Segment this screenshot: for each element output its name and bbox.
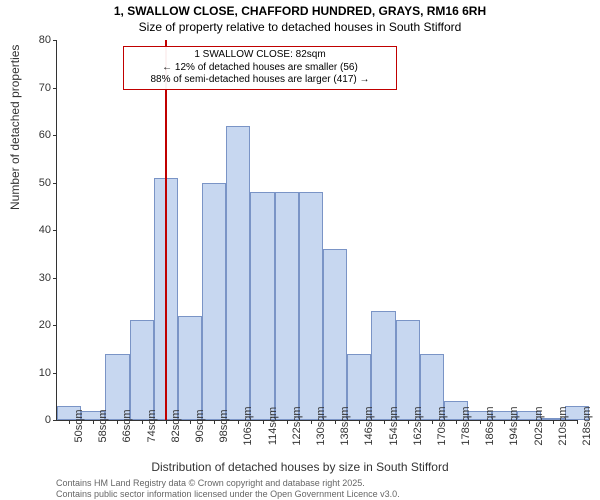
y-tick-mark	[53, 373, 57, 374]
x-tick-mark	[432, 420, 433, 424]
x-tick-label: 178sqm	[456, 406, 472, 445]
x-tick-mark	[238, 420, 239, 424]
x-tick-mark	[69, 420, 70, 424]
x-tick-mark	[142, 420, 143, 424]
y-tick-mark	[53, 420, 57, 421]
histogram-chart: 1, SWALLOW CLOSE, CHAFFORD HUNDRED, GRAY…	[0, 0, 600, 500]
footer-attribution-1: Contains HM Land Registry data © Crown c…	[56, 478, 365, 488]
plot-area: 0102030405060708050sqm58sqm66sqm74sqm82s…	[56, 40, 577, 421]
y-tick-mark	[53, 230, 57, 231]
x-tick-mark	[263, 420, 264, 424]
y-tick-mark	[53, 278, 57, 279]
x-tick-label: 50sqm	[69, 409, 85, 442]
annotation-line-3: 88% of semi-detached houses are larger (…	[130, 74, 390, 87]
histogram-bar	[178, 316, 202, 421]
histogram-bar	[202, 183, 226, 421]
x-tick-mark	[117, 420, 118, 424]
x-tick-mark	[408, 420, 409, 424]
x-tick-mark	[287, 420, 288, 424]
chart-title-line1: 1, SWALLOW CLOSE, CHAFFORD HUNDRED, GRAY…	[0, 4, 600, 18]
x-tick-label: 210sqm	[553, 406, 569, 445]
x-tick-label: 194sqm	[504, 406, 520, 445]
x-tick-mark	[553, 420, 554, 424]
x-tick-mark	[456, 420, 457, 424]
annotation-line-1: 1 SWALLOW CLOSE: 82sqm	[130, 49, 390, 62]
x-tick-mark	[384, 420, 385, 424]
histogram-bar	[299, 192, 323, 420]
x-tick-mark	[359, 420, 360, 424]
x-axis-label: Distribution of detached houses by size …	[0, 460, 600, 474]
property-marker-line	[165, 40, 167, 420]
y-tick-mark	[53, 40, 57, 41]
x-tick-label: 114sqm	[263, 407, 279, 445]
y-tick-mark	[53, 325, 57, 326]
histogram-bar	[226, 126, 250, 421]
x-tick-mark	[214, 420, 215, 424]
histogram-bar	[396, 320, 420, 420]
x-tick-mark	[166, 420, 167, 424]
histogram-bar	[371, 311, 395, 420]
x-tick-mark	[480, 420, 481, 424]
x-tick-mark	[190, 420, 191, 424]
x-tick-mark	[93, 420, 94, 424]
x-tick-label: 74sqm	[142, 409, 158, 442]
annotation-line-2: ← 12% of detached houses are smaller (56…	[130, 62, 390, 75]
chart-title-line2: Size of property relative to detached ho…	[0, 20, 600, 34]
histogram-bar	[275, 192, 299, 420]
annotation-box: 1 SWALLOW CLOSE: 82sqm← 12% of detached …	[123, 46, 397, 90]
histogram-bar	[130, 320, 154, 420]
histogram-bar	[250, 192, 274, 420]
x-tick-label: 202sqm	[529, 406, 545, 445]
x-tick-label: 82sqm	[166, 409, 182, 442]
y-tick-mark	[53, 88, 57, 89]
x-tick-label: 58sqm	[93, 409, 109, 442]
footer-attribution-2: Contains public sector information licen…	[56, 489, 400, 499]
x-tick-label: 186sqm	[480, 406, 496, 445]
x-tick-label: 170sqm	[432, 406, 448, 445]
x-tick-mark	[529, 420, 530, 424]
y-axis-label: Number of detached properties	[8, 45, 22, 210]
histogram-bar	[323, 249, 347, 420]
x-tick-label: 122sqm	[287, 406, 303, 445]
x-tick-label: 130sqm	[311, 406, 327, 445]
x-tick-label: 218sqm	[577, 406, 593, 445]
x-tick-mark	[335, 420, 336, 424]
x-tick-label: 138sqm	[335, 406, 351, 445]
y-tick-mark	[53, 183, 57, 184]
x-tick-label: 66sqm	[117, 409, 133, 442]
y-tick-mark	[53, 135, 57, 136]
x-tick-mark	[311, 420, 312, 424]
x-tick-label: 98sqm	[214, 409, 230, 442]
x-tick-mark	[504, 420, 505, 424]
x-tick-label: 154sqm	[384, 406, 400, 445]
x-tick-mark	[577, 420, 578, 424]
x-tick-label: 90sqm	[190, 409, 206, 442]
bars-group	[57, 40, 577, 420]
x-tick-label: 146sqm	[359, 406, 375, 445]
x-tick-label: 162sqm	[408, 406, 424, 445]
x-tick-label: 106sqm	[238, 406, 254, 445]
